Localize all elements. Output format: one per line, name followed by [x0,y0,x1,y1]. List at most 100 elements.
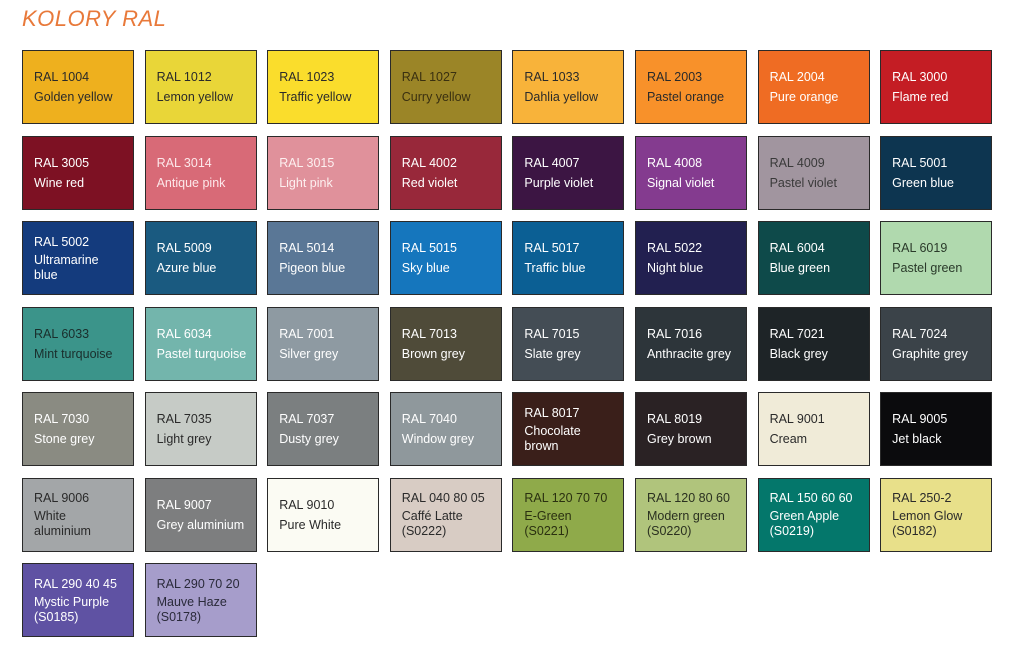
color-swatch: RAL 1023 Traffic yellow [267,50,380,124]
swatch-name: Wine red [34,175,85,190]
swatch-name: Brown grey [401,346,466,361]
swatch-code: RAL 6034 [156,326,212,341]
swatch-code: RAL 3014 [156,155,212,170]
swatch-code: RAL 5009 [156,241,212,255]
color-swatch: RAL 7040 Window grey [389,392,502,466]
swatch-code: RAL 2003 [646,70,703,84]
color-swatch: RAL 7013 Brown grey [389,306,502,381]
swatch-name: Flame red [892,90,949,104]
swatch-name: Pure orange [769,90,839,104]
swatch-code: RAL 1027 [401,70,457,84]
swatch-name: Green Apple (S0219) [769,509,840,538]
swatch-code: RAL 4002 [401,155,457,170]
swatch-name: Pastel orange [646,90,725,104]
swatch-code: RAL 3005 [34,155,90,170]
swatch-code: RAL 9006 [34,491,90,505]
color-swatch: RAL 150 60 60 Green Apple (S0219) [757,477,870,552]
swatch-name: Ultramarine blue [34,252,99,282]
swatch-name: Caffé Latte (S0222) [401,509,463,538]
color-swatch: RAL 290 40 45 Mystic Purple (S0185) [22,563,134,637]
color-swatch: RAL 2004 Pure orange [757,50,870,124]
swatch-name: Modern green (S0220) [646,509,725,538]
color-swatch: RAL 9001 Cream [757,392,870,466]
swatch-code: RAL 8019 [646,412,703,426]
swatch-code: RAL 4009 [769,155,825,170]
swatch-name: Cream [769,432,808,446]
swatch-code: RAL 7013 [401,326,457,341]
swatch-code: RAL 3015 [279,155,335,170]
swatch-name: Anthracite grey [646,346,732,361]
swatch-name: Signal violet [646,175,715,190]
color-swatch: RAL 5017 Traffic blue [512,221,625,295]
color-swatch: RAL 7035 Light grey [144,392,257,466]
color-swatch: RAL 9006 White aluminium [22,477,134,552]
swatch-code: RAL 5014 [279,241,335,255]
color-swatch: RAL 120 80 60 Modern green (S0220) [634,477,747,552]
swatch-name: Jet black [892,432,942,446]
swatch-code: RAL 7035 [156,412,212,426]
swatch-name: Green blue [892,175,955,190]
color-swatch: RAL 5009 Azure blue [144,221,257,295]
swatch-name: E-Green (S0221) [524,509,572,538]
color-swatch-grid: RAL 1004 Golden yellow RAL 1012 Lemon yello… [22,50,993,637]
color-swatch: RAL 1033 Dahlia yellow [512,50,625,124]
swatch-code: RAL 7015 [524,326,580,341]
swatch-name: Window grey [401,432,475,446]
color-swatch: RAL 7016 Anthracite grey [634,306,747,381]
swatch-code: RAL 9001 [769,412,825,426]
swatch-name: Sky blue [401,261,450,275]
swatch-code: RAL 6004 [769,241,825,255]
swatch-name: Pastel green [892,261,963,275]
color-swatch: RAL 2003 Pastel orange [634,50,747,124]
swatch-name: Graphite grey [892,346,968,361]
swatch-name: Grey aluminium [156,517,245,532]
color-swatch: RAL 1004 Golden yellow [22,50,134,124]
color-swatch: RAL 040 80 05 Caffé Latte (S0222) [389,477,502,552]
swatch-code: RAL 040 80 05 [401,491,485,505]
color-swatch: RAL 8017 Chocolate brown [512,392,625,466]
color-swatch: RAL 1027 Curry yellow [389,50,502,124]
swatch-name: Antique pink [156,175,226,190]
swatch-code: RAL 150 60 60 [769,491,853,505]
swatch-name: Mystic Purple (S0185) [34,594,110,624]
swatch-code: RAL 5017 [524,241,580,255]
swatch-name: White aluminium [34,509,91,538]
swatch-name: Night blue [646,261,704,275]
swatch-name: Mauve Haze (S0178) [156,594,227,624]
color-swatch: RAL 5022 Night blue [634,221,747,295]
swatch-code: RAL 7037 [279,412,335,426]
swatch-name: Dahlia yellow [524,90,599,104]
color-swatch: RAL 5001 Green blue [880,135,993,210]
swatch-name: Golden yellow [34,90,113,104]
swatch-name: Azure blue [156,261,217,275]
swatch-code: RAL 7001 [279,326,335,341]
color-swatch: RAL 7037 Dusty grey [267,392,380,466]
swatch-code: RAL 6019 [892,241,948,255]
swatch-name: Traffic blue [524,261,586,275]
swatch-name: Lemon yellow [156,90,234,104]
swatch-code: RAL 1004 [34,70,90,84]
color-swatch: RAL 250-2 Lemon Glow (S0182) [880,477,993,552]
swatch-code: RAL 5015 [401,241,457,255]
swatch-code: RAL 4008 [646,155,703,170]
color-swatch: RAL 6033 Mint turquoise [22,306,134,381]
color-swatch: RAL 7021 Black grey [757,306,870,381]
swatch-name: Light grey [156,432,212,446]
color-swatch: RAL 5015 Sky blue [389,221,502,295]
swatch-name: Stone grey [34,432,95,446]
swatch-name: Pastel violet [769,175,837,190]
color-swatch: RAL 4008 Signal violet [634,135,747,210]
swatch-name: Chocolate brown [524,423,581,453]
swatch-name: Black grey [769,346,828,361]
swatch-name: Red violet [401,175,458,190]
swatch-code: RAL 7016 [646,326,703,341]
page-title: KOLORY RAL [22,6,167,31]
color-swatch: RAL 3005 Wine red [22,135,134,210]
swatch-code: RAL 8017 [524,405,580,420]
color-swatch: RAL 9005 Jet black [880,392,993,466]
swatch-code: RAL 1023 [279,70,335,84]
swatch-code: RAL 9005 [892,412,948,426]
swatch-code: RAL 5001 [892,155,948,170]
swatch-name: Lemon Glow (S0182) [892,509,963,538]
swatch-name: Pastel turquoise [156,346,247,361]
